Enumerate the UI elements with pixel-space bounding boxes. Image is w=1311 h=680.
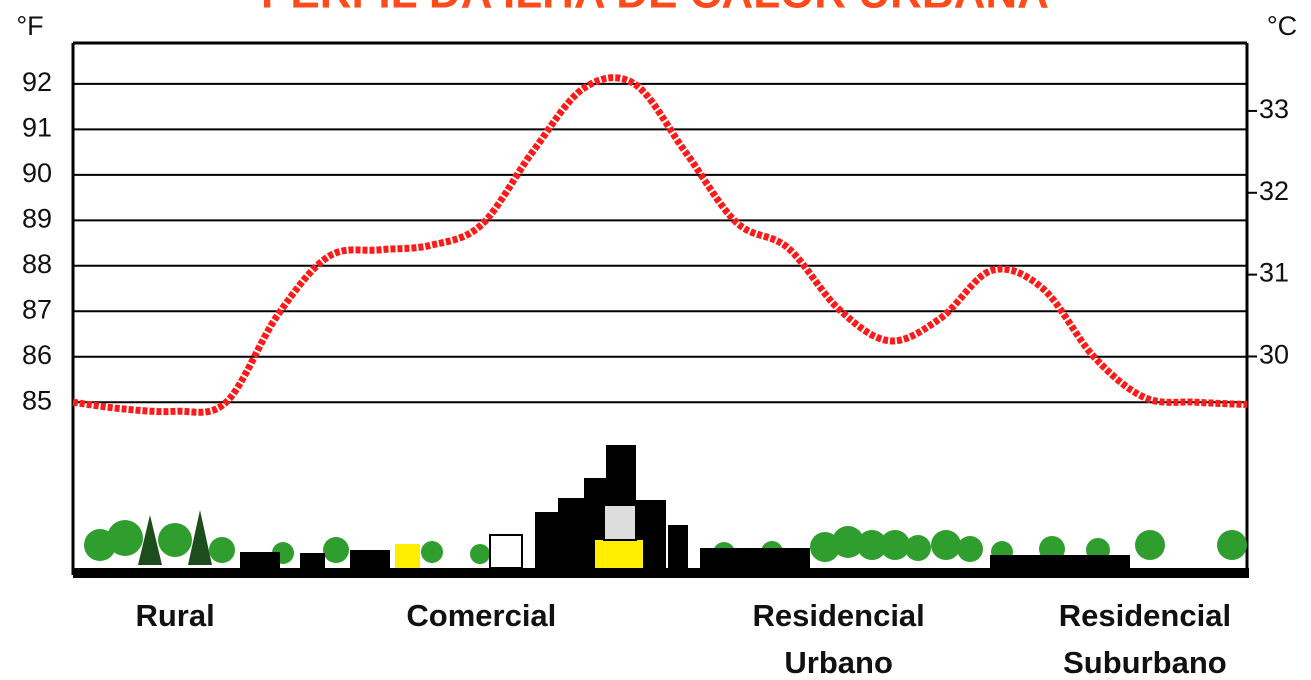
y-tick-label: 92 — [22, 67, 52, 97]
y-tick-label: 91 — [22, 113, 52, 143]
skyline — [73, 445, 1249, 578]
y-tick-label: 90 — [22, 158, 52, 188]
y2-tick-label: 31 — [1259, 258, 1289, 288]
plot-frame — [71, 41, 1249, 575]
x-tick-label: Comercial — [406, 598, 557, 633]
x-tick-label: Residencial Urbano — [752, 598, 925, 680]
y-axis-unit: °F — [16, 11, 43, 41]
x-tick-label: Residencial Suburbano — [1058, 598, 1232, 680]
x-tick-label: Rural — [135, 598, 215, 633]
y2-axis-unit: °C — [1267, 11, 1297, 41]
chart-title: PERFIL DA ILHA DE CALOR URBANA — [261, 0, 1049, 18]
y-tick-label: 85 — [22, 385, 52, 415]
y-tick-label: 87 — [22, 294, 52, 324]
y-tick-label: 89 — [22, 203, 52, 233]
y2-tick-label: 30 — [1259, 340, 1289, 370]
y-tick-label: 88 — [22, 249, 52, 279]
y2-tick-label: 32 — [1259, 176, 1289, 206]
y2-tick-label: 33 — [1259, 94, 1289, 124]
temperature-line — [72, 74, 1248, 416]
y-tick-label: 86 — [22, 340, 52, 370]
